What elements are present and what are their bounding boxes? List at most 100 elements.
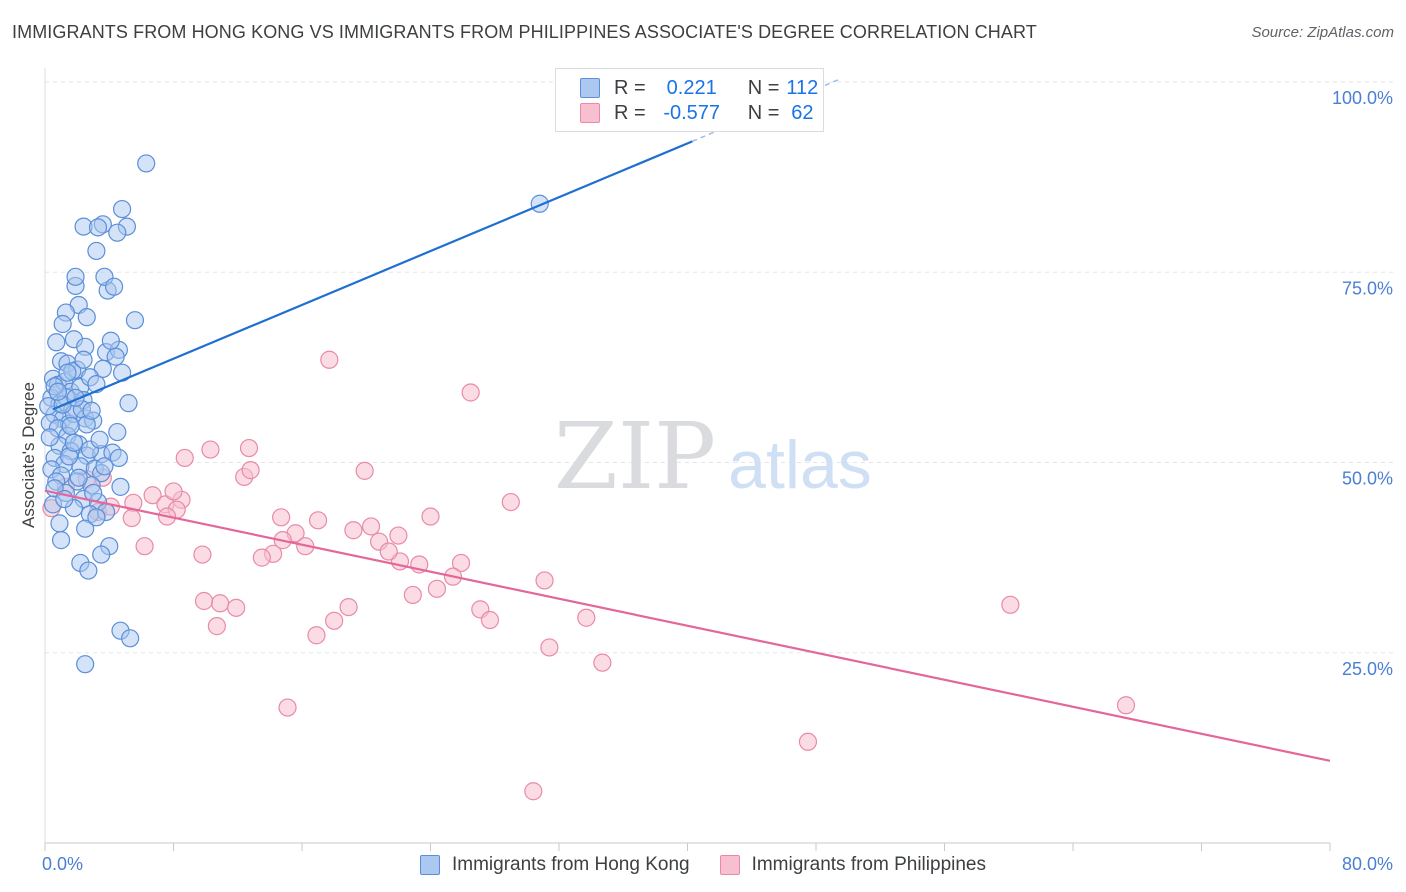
philippines-point[interactable] bbox=[272, 508, 291, 527]
axes bbox=[44, 68, 1331, 851]
philippines-point[interactable] bbox=[307, 626, 326, 645]
philippines-point[interactable] bbox=[164, 482, 183, 501]
source-label: Source: ZipAtlas.com bbox=[1251, 24, 1394, 41]
legend-n-value: 62 bbox=[791, 101, 814, 124]
hong-kong-point[interactable] bbox=[66, 267, 85, 286]
legend-label: Immigrants from Hong Kong bbox=[451, 854, 690, 875]
philippines-point[interactable] bbox=[480, 610, 500, 630]
hong-kong-point[interactable] bbox=[87, 508, 106, 527]
philippines-point[interactable] bbox=[389, 526, 408, 545]
hong-kong-point[interactable] bbox=[58, 363, 77, 382]
hong-kong-point[interactable] bbox=[92, 545, 111, 564]
philippines-point[interactable] bbox=[252, 548, 271, 567]
philippines-point[interactable] bbox=[175, 448, 194, 468]
hong-kong-point[interactable] bbox=[69, 468, 88, 487]
philippines-point[interactable] bbox=[1116, 696, 1136, 715]
hong-kong-point[interactable] bbox=[76, 519, 95, 538]
philippines-point[interactable] bbox=[524, 782, 543, 801]
hong-kong-point[interactable] bbox=[108, 422, 127, 442]
hong-kong-point[interactable] bbox=[51, 531, 71, 550]
philippines-point[interactable] bbox=[427, 579, 447, 598]
hong-kong-point[interactable] bbox=[47, 333, 66, 352]
philippines-point[interactable] bbox=[355, 461, 374, 480]
hong-kong-point[interactable] bbox=[95, 457, 114, 476]
x-tick-label-max: 80.0% bbox=[1342, 854, 1393, 874]
philippines-point[interactable] bbox=[379, 542, 398, 561]
philippines-point[interactable] bbox=[227, 598, 246, 617]
hong-kong-point[interactable] bbox=[48, 382, 67, 401]
hong-kong-point[interactable] bbox=[87, 241, 106, 261]
philippines-point[interactable] bbox=[241, 461, 260, 480]
hong-kong-point[interactable] bbox=[82, 401, 101, 420]
x-tick-labels: 0.0% 80.0% bbox=[42, 854, 1393, 874]
philippines-point[interactable] bbox=[207, 617, 226, 636]
watermark-atlas: atlas bbox=[728, 427, 872, 503]
hong-kong-point[interactable] bbox=[90, 430, 109, 449]
philippines-point[interactable] bbox=[421, 507, 440, 526]
hong-kong-point[interactable] bbox=[109, 448, 128, 468]
hong-kong-point[interactable] bbox=[64, 433, 84, 452]
hong-kong-point[interactable] bbox=[76, 655, 95, 674]
hong-kong-point[interactable] bbox=[125, 311, 145, 330]
philippines-point[interactable] bbox=[122, 508, 141, 528]
philippines-point[interactable] bbox=[501, 492, 520, 512]
hong-kong-point[interactable] bbox=[61, 416, 80, 436]
philippines-point[interactable] bbox=[210, 594, 230, 613]
philippines-point[interactable] bbox=[194, 591, 214, 611]
philippines-point[interactable] bbox=[451, 553, 471, 573]
hong-kong-point[interactable] bbox=[88, 218, 108, 237]
series-legend: Immigrants from Hong Kong Immigrants fro… bbox=[0, 852, 1406, 878]
legend-label: Immigrants from Philippines bbox=[751, 854, 986, 875]
legend-item-hong-kong[interactable]: Immigrants from Hong Kong bbox=[419, 854, 690, 876]
hong-kong-point[interactable] bbox=[104, 277, 124, 296]
hong-kong-point[interactable] bbox=[79, 561, 98, 580]
philippines-trend-line bbox=[44, 489, 1331, 762]
gridlines bbox=[45, 81, 1395, 654]
legend-n-label: N = bbox=[747, 76, 780, 99]
philippines-point[interactable] bbox=[577, 608, 596, 627]
philippines-point[interactable] bbox=[344, 521, 363, 540]
blue-swatch bbox=[419, 855, 440, 875]
hong-kong-point[interactable] bbox=[112, 199, 132, 219]
philippines-point[interactable] bbox=[540, 638, 559, 657]
philippines-point[interactable] bbox=[798, 732, 818, 751]
legend-item-philippines[interactable]: Immigrants from Philippines bbox=[719, 854, 986, 876]
hong-kong-point[interactable] bbox=[40, 428, 59, 447]
hong-kong-point[interactable] bbox=[77, 308, 96, 327]
y-tick-label: 100.0% bbox=[1332, 88, 1393, 108]
hong-kong-point[interactable] bbox=[121, 629, 140, 648]
philippines-point[interactable] bbox=[535, 571, 554, 590]
philippines-point[interactable] bbox=[461, 383, 480, 402]
philippines-point[interactable] bbox=[403, 585, 422, 605]
philippines-point[interactable] bbox=[135, 537, 154, 556]
legend-r-label: R = bbox=[614, 76, 646, 99]
philippines-point[interactable] bbox=[143, 486, 162, 505]
philippines-point[interactable] bbox=[201, 440, 220, 459]
philippines-point[interactable] bbox=[361, 517, 381, 536]
hong-kong-point[interactable] bbox=[93, 359, 112, 378]
y-tick-label: 50.0% bbox=[1342, 469, 1393, 489]
philippines-point[interactable] bbox=[593, 653, 612, 672]
pink-swatch bbox=[719, 855, 740, 875]
philippines-point[interactable] bbox=[339, 597, 358, 617]
hong-kong-point[interactable] bbox=[119, 394, 138, 413]
legend-r-label: R = bbox=[614, 101, 646, 124]
hong-kong-point[interactable] bbox=[101, 331, 120, 350]
philippines-point[interactable] bbox=[1001, 595, 1020, 614]
y-tick-labels: 25.0% 50.0% 75.0% 100.0% bbox=[1332, 88, 1393, 679]
hong-kong-point[interactable] bbox=[108, 223, 127, 242]
x-tick-label-min: 0.0% bbox=[42, 854, 83, 874]
hong-kong-point[interactable] bbox=[106, 347, 125, 366]
philippines-point[interactable] bbox=[278, 698, 297, 717]
hong-kong-point[interactable] bbox=[111, 477, 130, 496]
hong-kong-point[interactable] bbox=[53, 314, 72, 334]
philippines-point[interactable] bbox=[193, 545, 212, 564]
philippines-point[interactable] bbox=[320, 350, 339, 369]
hong-kong-point[interactable] bbox=[50, 514, 69, 533]
philippines-point[interactable] bbox=[325, 611, 344, 630]
philippines-point[interactable] bbox=[239, 438, 259, 458]
hong-kong-point[interactable] bbox=[137, 154, 156, 173]
hong-kong-point[interactable] bbox=[74, 350, 93, 369]
philippines-point[interactable] bbox=[308, 511, 328, 530]
legend-row-hong-kong: R = 0.221 N = 112 bbox=[580, 76, 825, 100]
